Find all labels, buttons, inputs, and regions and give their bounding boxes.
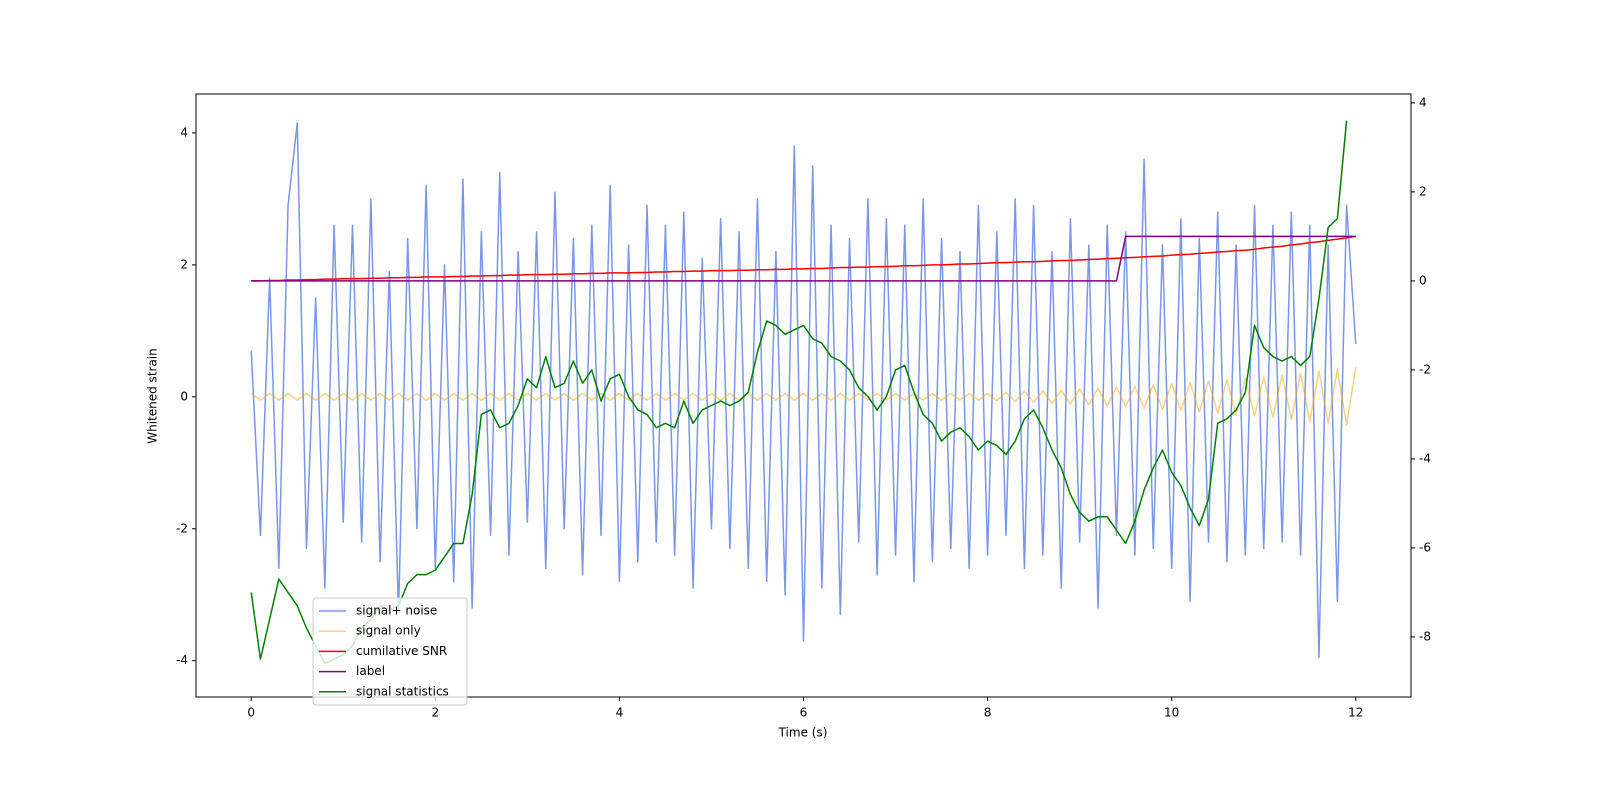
x-axis-label: Time (s) — [778, 726, 828, 740]
x-tick-label: 0 — [247, 706, 255, 720]
series-line — [250, 122, 1357, 659]
x-tick-label: 8 — [984, 706, 992, 720]
legend: signal+ noise signal only cumilative SNR la… — [312, 597, 468, 706]
y2-tick-label: 2 — [1419, 184, 1427, 198]
x-tick-label: 2 — [431, 706, 439, 720]
legend-label: signal+ noise — [356, 604, 437, 618]
plot-frame — [195, 93, 1412, 698]
series-line — [250, 120, 1348, 665]
legend-box — [312, 597, 468, 706]
series-line — [250, 367, 1357, 426]
y2-tick-label: -4 — [1419, 451, 1431, 465]
legend-label: signal statistics — [356, 684, 449, 698]
y2-tick-label: 4 — [1419, 95, 1427, 109]
y-tick-label: 4 — [180, 125, 188, 139]
legend-label: cumilative SNR — [356, 644, 447, 658]
y-axis-label: Whitened strain — [146, 348, 160, 444]
y-tick-label: 2 — [180, 257, 188, 271]
y2-tick-label: -6 — [1419, 540, 1431, 554]
x-tick-label: 6 — [800, 706, 808, 720]
x-tick-label: 12 — [1348, 706, 1363, 720]
series-line — [251, 235, 1356, 282]
legend-label: label — [356, 664, 385, 678]
y-tick-label: -4 — [176, 653, 188, 667]
plot-area — [250, 120, 1357, 665]
series-line — [251, 235, 1356, 282]
x-tick-label: 10 — [1164, 706, 1179, 720]
y2-tick-label: -8 — [1419, 629, 1431, 643]
y2-tick-label: -2 — [1419, 362, 1431, 376]
legend-label: signal only — [356, 624, 421, 638]
y-tick-label: 0 — [180, 389, 188, 403]
x-tick-label: 4 — [616, 706, 624, 720]
y2-tick-label: 0 — [1419, 273, 1427, 287]
y-tick-label: -2 — [176, 521, 188, 535]
